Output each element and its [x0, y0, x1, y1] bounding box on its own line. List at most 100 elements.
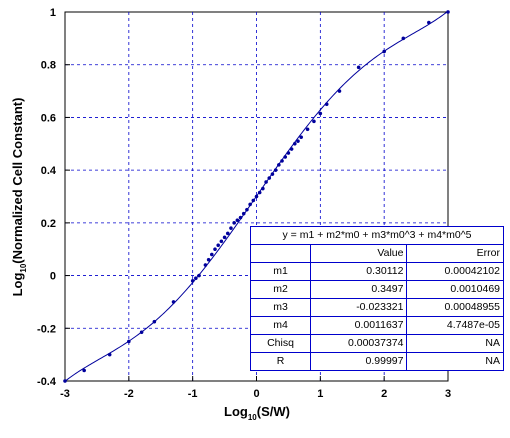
data-point [238, 215, 243, 220]
data-point [292, 141, 297, 146]
y-tick-label: 1 [50, 7, 56, 19]
data-point [280, 159, 284, 163]
data-point [225, 231, 230, 236]
y-tick-label: -0.2 [37, 323, 56, 335]
data-point [190, 278, 195, 283]
data-point [446, 10, 450, 14]
fit-equation: y = m1 + m2*m0 + m3*m0^3 + m4*m0^5 [250, 226, 504, 245]
x-tick-label: -2 [124, 388, 134, 400]
param-name: m1 [250, 262, 311, 281]
data-point [257, 190, 262, 195]
data-point [264, 180, 268, 184]
data-point [251, 198, 256, 203]
y-axis-title: Log10(Normalized Cell Constant) [10, 98, 28, 297]
data-point [235, 218, 240, 223]
data-point [248, 202, 252, 207]
data-point [126, 339, 131, 344]
table-row: m3 -0.023321 0.00048955 [250, 298, 504, 317]
data-point [232, 221, 237, 225]
data-point [197, 273, 201, 278]
header-value: Value [309, 244, 408, 263]
param-error: 4.7487e-05 [406, 316, 504, 335]
data-point [286, 151, 291, 155]
param-value: 0.0011637 [309, 316, 408, 335]
param-name: m2 [250, 280, 311, 299]
data-point [219, 239, 224, 244]
table-row: m1 0.30112 0.00042102 [250, 262, 504, 281]
data-point [82, 368, 87, 373]
data-point [283, 155, 288, 159]
data-point [270, 172, 275, 176]
data-point [245, 207, 249, 212]
equation-row: y = m1 + m2*m0 + m3*m0^3 + m4*m0^5 [250, 226, 504, 245]
data-point [206, 257, 211, 262]
data-point [296, 139, 300, 143]
data-point [222, 235, 227, 240]
x-axis-tick-labels: -3 -2 -1 0 1 2 3 [60, 388, 451, 400]
param-error: 0.0010469 [406, 280, 504, 299]
data-point [276, 163, 281, 167]
data-point [139, 330, 144, 335]
data-point [209, 252, 214, 257]
data-point [312, 119, 316, 124]
param-error: NA [406, 352, 504, 371]
header-error: Error [406, 244, 504, 263]
x-tick-label: 3 [445, 388, 451, 400]
x-tick-label: 1 [317, 388, 323, 400]
x-axis-title: Log10(S/W) [224, 404, 290, 422]
param-error: NA [406, 334, 504, 353]
param-value: 0.99997 [309, 352, 408, 371]
data-point [241, 211, 246, 216]
data-point [289, 147, 294, 151]
param-value: 0.30112 [309, 262, 408, 281]
param-name: m3 [250, 298, 311, 317]
param-value: 0.3497 [309, 280, 408, 299]
data-point [216, 243, 221, 248]
fit-results-table: y = m1 + m2*m0 + m3*m0^3 + m4*m0^5 Value… [250, 226, 504, 371]
data-point [203, 263, 208, 267]
data-point [318, 111, 323, 116]
data-point [107, 352, 112, 357]
x-tick-label: 0 [253, 388, 259, 400]
param-error: 0.00042102 [406, 262, 504, 281]
table-row: m2 0.3497 0.0010469 [250, 280, 504, 299]
param-value: 0.00037374 [309, 334, 408, 353]
data-point [324, 102, 329, 107]
table-row: R 0.99997 NA [250, 352, 504, 371]
data-point [299, 135, 304, 140]
data-point [267, 176, 272, 180]
data-point [273, 168, 278, 172]
y-axis-tick-labels: -0.4 -0.2 0 0.2 0.4 0.6 0.8 1 [37, 7, 57, 388]
data-point [356, 65, 361, 70]
param-name: m4 [250, 316, 311, 335]
data-point [194, 276, 198, 281]
param-name: Chisq [250, 334, 311, 353]
param-value: -0.023321 [309, 298, 408, 317]
param-name: R [250, 352, 311, 371]
param-error: 0.00048955 [406, 298, 504, 317]
x-tick-label: -3 [60, 388, 70, 400]
data-point [229, 226, 233, 230]
x-tick-label: -1 [188, 388, 198, 400]
y-tick-label: 0.4 [41, 165, 57, 177]
data-point [261, 186, 265, 191]
x-tick-label: 2 [381, 388, 387, 400]
table-header-row: Value Error [250, 244, 504, 263]
y-tick-label: 0.2 [41, 218, 56, 230]
data-point [213, 247, 217, 252]
y-tick-label: -0.4 [37, 376, 57, 388]
data-point [254, 194, 259, 199]
table-row: Chisq 0.00037374 NA [250, 334, 504, 353]
axis-ticks [64, 11, 449, 382]
data-point [427, 20, 431, 25]
data-points [63, 10, 450, 383]
table-row: m4 0.0011637 4.7487e-05 [250, 316, 504, 335]
data-point [305, 127, 310, 132]
data-point [337, 89, 342, 93]
y-tick-label: 0 [50, 271, 56, 283]
data-point [152, 319, 157, 324]
data-point [382, 49, 387, 54]
y-tick-label: 0.6 [41, 112, 56, 124]
data-point [63, 379, 67, 383]
